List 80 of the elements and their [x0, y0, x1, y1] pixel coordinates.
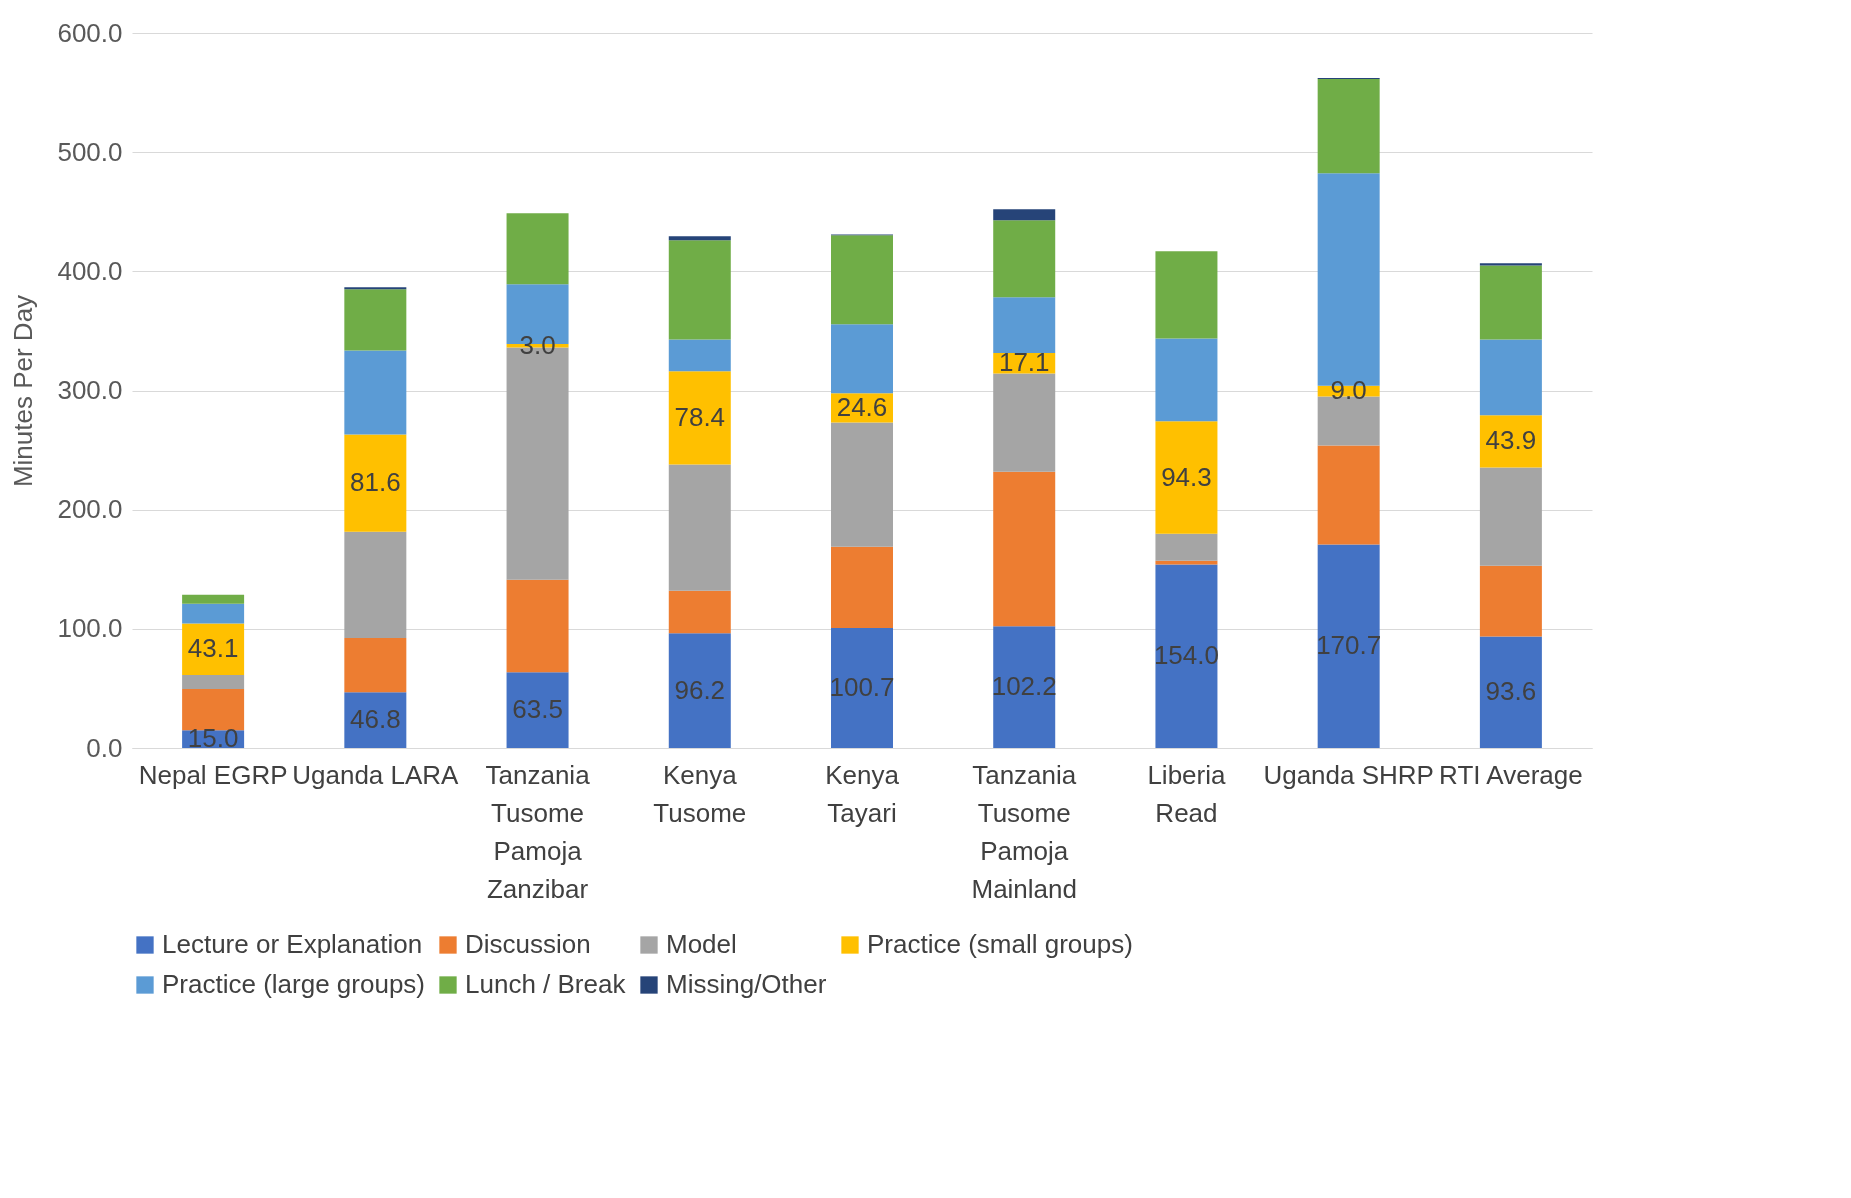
bar: [993, 373, 1056, 472]
bar: [182, 594, 245, 604]
bar: [1155, 338, 1218, 422]
bar: [344, 531, 407, 638]
bar: [668, 633, 731, 748]
y-tick-label: 0.0: [86, 732, 123, 763]
data-label: 81.6: [350, 467, 401, 498]
bar: [1155, 421, 1218, 534]
data-label: 24.6: [836, 391, 888, 422]
bar: [1317, 544, 1380, 748]
data-label: 43.9: [1485, 425, 1537, 456]
bar: [1479, 263, 1542, 266]
bar: [182, 688, 245, 731]
bar: [1155, 251, 1218, 339]
bar: [993, 471, 1056, 627]
data-label: 63.5: [512, 694, 563, 725]
x-tick-label: Kenya Tusome: [653, 759, 747, 828]
legend-label: Model: [666, 929, 737, 959]
y-tick-label: 200.0: [57, 494, 123, 525]
bar: [506, 213, 569, 285]
bar: [182, 674, 245, 689]
data-label: 17.1: [998, 347, 1050, 378]
legend-label: Lunch / Break: [465, 969, 627, 999]
bar: [1155, 533, 1218, 561]
data-label: 3.0: [519, 329, 556, 360]
x-tick-label: Uganda SHRP: [1263, 759, 1434, 790]
data-label: 43.1: [187, 633, 239, 664]
data-label: 93.6: [1485, 676, 1537, 707]
bar: [1479, 265, 1542, 340]
bar: [668, 339, 731, 372]
bar: [344, 287, 407, 290]
legend-label: Missing/Other: [666, 969, 827, 999]
x-tick-label: Uganda LARA: [292, 759, 460, 790]
y-tick-label: 400.0: [57, 255, 123, 286]
bar: [993, 220, 1056, 298]
bar: [831, 546, 893, 628]
x-tick-label: Tanzania Tusome Pamoja Zanzibar: [485, 759, 591, 904]
data-label: 15.0: [187, 723, 239, 754]
bar: [831, 235, 893, 325]
x-tick-label: Tanzania Tusome Pamoja Mainland: [971, 759, 1077, 904]
bar: [344, 289, 407, 351]
bar: [1479, 565, 1542, 637]
bar: [993, 209, 1056, 221]
bar: [668, 240, 731, 340]
legend-label: Discussion: [465, 929, 591, 959]
bar: [1479, 636, 1542, 748]
bar: [668, 590, 731, 634]
legend-label: Lecture or Explanation: [162, 929, 423, 959]
y-tick-label: 300.0: [57, 375, 123, 405]
bar: [506, 672, 569, 748]
x-tick-label: Kenya Tayari: [825, 759, 900, 828]
y-axis-title: Minutes Per Day: [8, 294, 39, 488]
bar: [1479, 339, 1542, 416]
bar: [344, 350, 407, 435]
bar: [668, 371, 731, 465]
bar: [668, 464, 731, 591]
data-label: 78.4: [674, 401, 726, 432]
data-label: 170.7: [1316, 630, 1382, 661]
bar: [993, 297, 1056, 354]
data-label: 94.3: [1161, 461, 1212, 492]
y-tick-label: 600.0: [57, 17, 123, 48]
bar: [344, 434, 407, 532]
data-label: 96.2: [674, 674, 726, 705]
y-tick-label: 100.0: [57, 613, 123, 644]
bar: [1317, 445, 1380, 545]
legend-label: Practice (large groups): [162, 969, 425, 999]
legend-label: Practice (small groups): [867, 929, 1133, 959]
data-label: 46.8: [350, 704, 401, 735]
bar: [831, 324, 893, 394]
bar: [182, 603, 245, 624]
bar: [1479, 467, 1542, 566]
bar: [831, 422, 893, 547]
x-tick-label: RTI Average: [1439, 759, 1583, 790]
bar: [668, 236, 731, 241]
bar: [506, 579, 569, 673]
bar: [1317, 79, 1380, 174]
y-tick-label: 500.0: [57, 136, 123, 167]
bar: [344, 637, 407, 693]
x-tick-label: Nepal EGRP: [138, 759, 288, 790]
x-tick-label: Liberia Read: [1147, 759, 1226, 828]
